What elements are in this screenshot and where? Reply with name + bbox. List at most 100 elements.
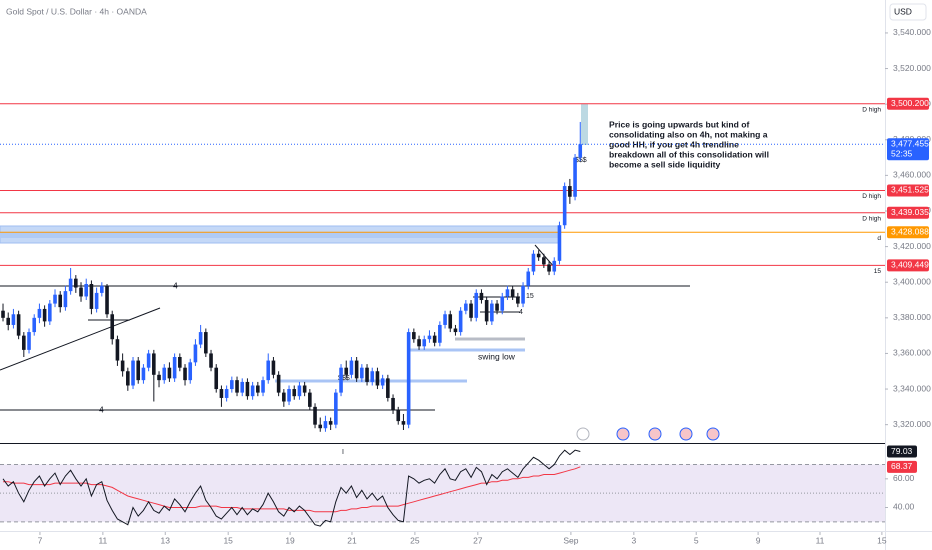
event-icon[interactable]: [576, 427, 590, 441]
x-tick-label: 11: [816, 535, 825, 545]
level-label: 3,500.200: [891, 98, 929, 108]
candle-body: [6, 317, 11, 325]
candle-body: [276, 374, 281, 393]
x-tick-label: Sep: [563, 535, 578, 545]
liquidity-label: $$$: [338, 375, 350, 382]
candle-body: [115, 339, 120, 361]
candle-body: [302, 385, 307, 393]
candle-body: [198, 332, 203, 345]
candle-body: [53, 294, 57, 304]
candle-body: [568, 186, 572, 197]
candle-body: [68, 278, 73, 292]
candle-body: [490, 303, 494, 322]
candle-body: [328, 421, 333, 425]
x-tick-label: 15: [223, 535, 233, 545]
candle-body: [391, 397, 395, 411]
candle-body: [573, 157, 577, 197]
candle-body: [344, 367, 349, 375]
candle-body: [157, 374, 161, 381]
symbol: Gold Spot / U.S. Dollar · 4h · OANDA: [6, 6, 147, 16]
candle-body: [401, 421, 406, 425]
event-icon[interactable]: [706, 427, 720, 441]
candle-body: [443, 314, 447, 325]
candle-body: [1, 310, 5, 318]
candle-body: [146, 353, 151, 368]
candle-body: [110, 314, 115, 340]
annotation: breakdown all of this consolidation will: [609, 149, 769, 159]
candle-body: [136, 360, 141, 381]
marker-label: I: [342, 449, 344, 456]
candle-body: [318, 424, 323, 429]
candle-body: [245, 381, 250, 397]
y-tick-label: 3,520.000: [893, 63, 931, 73]
level-box: [887, 226, 929, 239]
annotation: good HH, if you get 4h trendline: [609, 139, 739, 149]
candle-body: [542, 257, 546, 265]
level-box: [887, 97, 929, 110]
candle-body: [323, 421, 328, 429]
candle-body: [505, 289, 510, 297]
candle-body: [261, 380, 265, 393]
event-icon[interactable]: [616, 427, 630, 441]
candle-body: [141, 367, 146, 381]
candle-body: [458, 310, 463, 333]
rsi-ma-line: [3, 466, 581, 513]
candle-body: [292, 389, 297, 397]
level-label: 3,477.455: [891, 139, 929, 149]
x-tick-label: 15: [877, 535, 887, 545]
candle-body: [32, 317, 37, 333]
rsi-tick-label: 40.00: [893, 502, 915, 512]
candle-body: [162, 367, 167, 381]
rsi-last-box: [887, 445, 917, 458]
level-label: 3,439.035: [891, 207, 929, 217]
candle-body: [557, 225, 562, 261]
candle-body: [105, 285, 109, 315]
line-label: 4: [173, 280, 178, 290]
candle-body: [349, 360, 354, 375]
candle-body: [484, 300, 489, 322]
level-box: [887, 138, 929, 161]
candle-body: [204, 332, 208, 354]
candle-body: [453, 328, 458, 333]
level-label: 3,428.088: [891, 226, 929, 236]
line-label: 4: [519, 309, 523, 316]
candle-body: [308, 392, 312, 407]
candle-body: [422, 339, 427, 347]
event-icon[interactable]: [648, 427, 662, 441]
candle-body: [526, 271, 531, 286]
rsi-ma-box: [887, 460, 917, 473]
level-note: D high: [862, 215, 881, 222]
candle-body: [479, 292, 484, 301]
level-box: [887, 259, 929, 272]
candle-body: [380, 378, 385, 386]
level-label: 3,409.449: [891, 260, 929, 270]
candle-body: [578, 144, 583, 158]
candle-body: [354, 360, 359, 379]
y-tick-label: 3,340.000: [893, 383, 931, 393]
annotation: Price is going upwards but kind of: [609, 119, 750, 129]
candle-body: [100, 285, 104, 293]
candle-body: [474, 292, 479, 318]
candle-body: [152, 353, 156, 375]
candle-body: [547, 264, 551, 272]
rsi-line: [2, 449, 581, 527]
candle-body: [172, 356, 177, 379]
candle-body: [22, 335, 26, 350]
rsi-tick-label: 60.00: [893, 473, 915, 483]
currency-box[interactable]: [889, 3, 927, 21]
x-tick-label: 11: [98, 535, 107, 545]
liquidity-label: $$$: [575, 157, 587, 164]
candle-body: [63, 291, 68, 308]
candle-body: [271, 360, 276, 375]
candle-body: [178, 356, 182, 368]
position-box: [581, 104, 588, 145]
candle-body: [230, 380, 234, 390]
rsi-last-label: 79.03: [891, 446, 913, 456]
event-icon[interactable]: [679, 427, 693, 441]
candle-body: [375, 371, 380, 386]
candle-body: [521, 285, 525, 304]
candle-body: [510, 289, 515, 297]
candle-body: [240, 381, 245, 393]
